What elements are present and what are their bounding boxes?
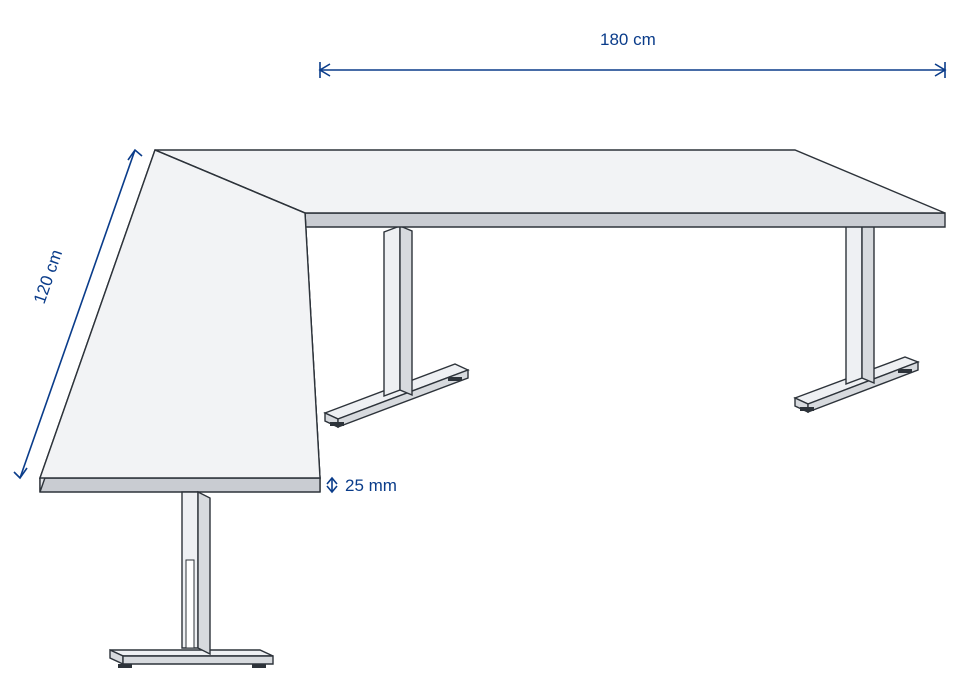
dim-width-label: 180 cm (600, 30, 656, 50)
main-front-edge (305, 213, 945, 227)
dim-thickness-label: 25 mm (345, 476, 397, 496)
diagram-stage: 180 cm 120 cm 25 mm (0, 0, 970, 700)
desk-illustration (0, 0, 970, 700)
